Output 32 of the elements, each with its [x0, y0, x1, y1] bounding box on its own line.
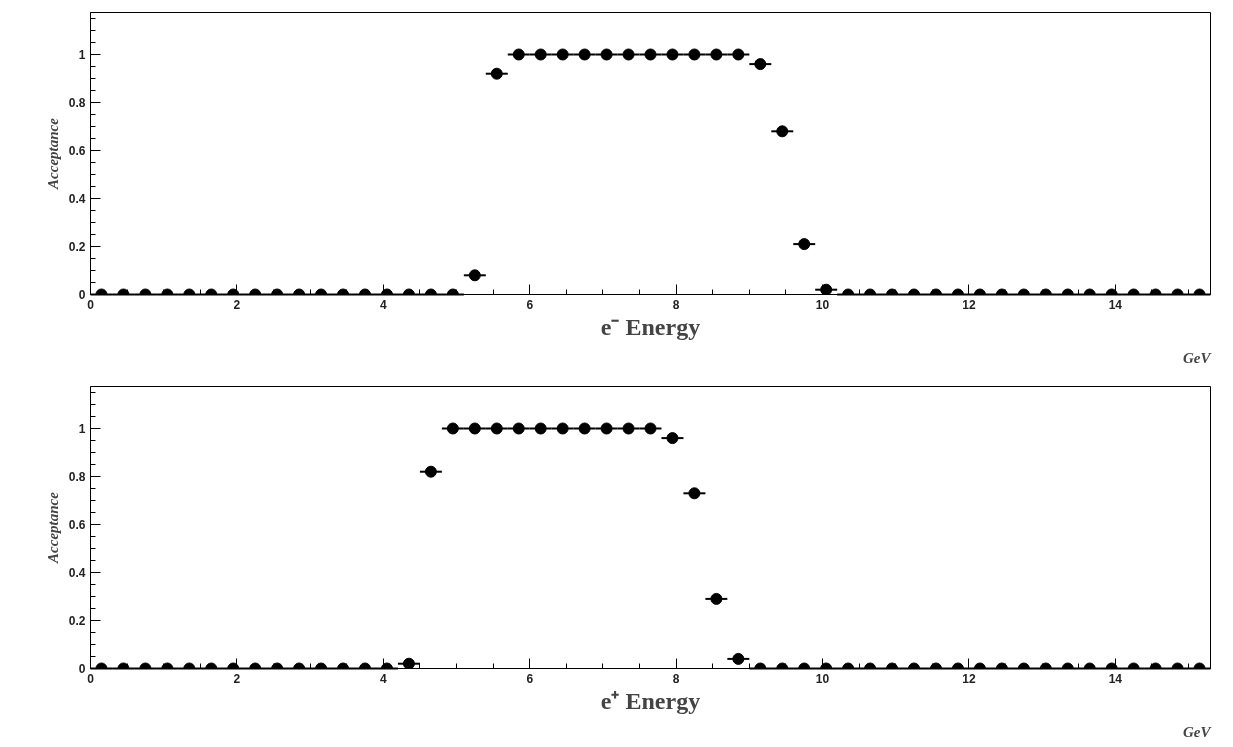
y-tick-label: 0.6	[68, 518, 86, 532]
x-tick-label: 6	[526, 297, 534, 312]
y-tick-label: 0.8	[68, 470, 86, 484]
x-tick-label: 12	[962, 297, 976, 312]
x-axis-title: e⁻ Energy	[600, 313, 701, 340]
text: GeV	[1183, 349, 1213, 366]
y-tick-label: 0	[78, 288, 86, 302]
x-axis-title: e⁺ Energy	[600, 687, 701, 714]
x-tick-label: 2	[233, 671, 241, 686]
x-tick-label: 2	[233, 297, 241, 312]
text: GeV	[1183, 723, 1213, 740]
x-tick-label: 6	[526, 671, 534, 686]
x-tick-label: 10	[815, 671, 830, 686]
y-tick-label: 1	[78, 422, 86, 436]
y-tick-label: 0.2	[68, 240, 86, 254]
x-tick-label: 12	[962, 671, 976, 686]
y-tick-label: 0.4	[68, 192, 86, 206]
x-tick-label: 14	[1108, 671, 1123, 686]
y-tick-label: 1	[78, 48, 86, 62]
y-tick-label: 0.8	[68, 96, 86, 110]
y-tick-label: 0	[78, 662, 86, 676]
x-tick-label: 4	[379, 297, 387, 312]
x-tick-label: 8	[672, 297, 680, 312]
y-tick-label: 0.4	[68, 566, 86, 580]
y-axis-title: Acceptance	[44, 117, 61, 190]
x-tick-label: 10	[815, 297, 830, 312]
y-tick-label: 0.2	[68, 614, 86, 628]
x-tick-label: 14	[1108, 297, 1123, 312]
y-axis-title: Acceptance	[44, 491, 61, 564]
y-tick-label: 0.6	[68, 144, 86, 158]
x-tick-label: 4	[379, 671, 387, 686]
x-tick-label: 8	[672, 671, 680, 686]
